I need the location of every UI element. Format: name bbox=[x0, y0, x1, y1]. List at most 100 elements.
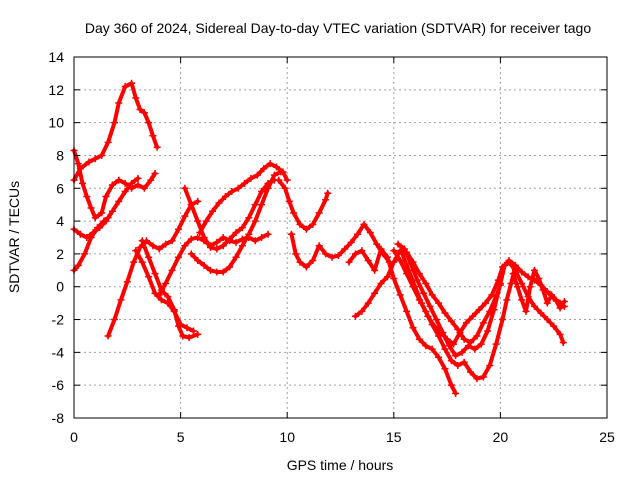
data-point bbox=[475, 306, 483, 314]
data-point bbox=[473, 375, 481, 383]
data-point bbox=[371, 266, 379, 274]
data-point bbox=[194, 256, 202, 264]
data-point bbox=[418, 299, 426, 307]
data-point bbox=[241, 179, 249, 187]
data-point bbox=[145, 253, 153, 261]
y-tick-label: 12 bbox=[48, 82, 64, 98]
data-point bbox=[518, 279, 526, 287]
series-trace-7 bbox=[140, 238, 200, 340]
data-point bbox=[76, 230, 84, 238]
data-point bbox=[170, 306, 178, 314]
data-point bbox=[322, 250, 330, 258]
data-point bbox=[149, 242, 157, 250]
data-point bbox=[328, 253, 336, 261]
data-point bbox=[245, 230, 253, 238]
data-point bbox=[151, 270, 159, 278]
data-point bbox=[360, 220, 368, 228]
data-point bbox=[411, 283, 419, 291]
data-point bbox=[104, 332, 112, 340]
data-point bbox=[505, 258, 513, 266]
y-tick-label: -2 bbox=[52, 312, 65, 328]
data-point bbox=[407, 260, 415, 268]
data-point bbox=[232, 238, 240, 246]
x-tick-label: 0 bbox=[70, 429, 78, 445]
data-point bbox=[531, 302, 539, 310]
data-point bbox=[206, 266, 214, 274]
data-point bbox=[162, 279, 170, 287]
markers-trace-19 bbox=[509, 266, 568, 315]
data-point bbox=[456, 329, 464, 337]
data-point bbox=[543, 316, 551, 324]
data-point bbox=[100, 217, 108, 225]
data-point bbox=[273, 163, 281, 171]
data-point bbox=[400, 245, 408, 253]
data-point bbox=[179, 332, 187, 340]
data-point bbox=[481, 299, 489, 307]
data-point bbox=[228, 188, 236, 196]
data-point bbox=[464, 342, 472, 350]
series-trace-15 bbox=[353, 248, 503, 345]
data-point bbox=[260, 165, 268, 173]
data-point bbox=[232, 253, 240, 261]
data-point bbox=[390, 275, 398, 283]
data-point bbox=[91, 155, 99, 163]
data-point bbox=[234, 184, 242, 192]
data-point bbox=[183, 324, 191, 332]
data-point bbox=[187, 250, 195, 258]
data-point bbox=[522, 307, 530, 315]
data-point bbox=[479, 319, 487, 327]
data-point bbox=[283, 176, 291, 184]
data-point bbox=[396, 256, 404, 264]
data-point bbox=[287, 230, 295, 238]
data-point bbox=[409, 324, 417, 332]
series-trace-2 bbox=[72, 148, 157, 220]
data-point bbox=[181, 184, 189, 192]
data-point bbox=[518, 268, 526, 276]
data-point bbox=[258, 201, 266, 209]
data-point bbox=[251, 201, 259, 209]
axes-layer: 0 5 10 15 20 25 -8 -6 -4 -2 0 2 4 6 8 10 12 14 bbox=[48, 49, 615, 445]
data-point bbox=[275, 176, 283, 184]
data-point bbox=[194, 197, 202, 205]
data-point bbox=[145, 119, 153, 127]
data-point bbox=[358, 247, 366, 255]
data-point bbox=[74, 160, 82, 168]
data-point bbox=[270, 171, 278, 179]
data-point bbox=[279, 168, 287, 176]
data-point bbox=[462, 319, 470, 327]
data-point bbox=[168, 266, 176, 274]
data-point bbox=[194, 330, 202, 338]
markers-trace-11 bbox=[196, 160, 291, 237]
x-tick-label: 10 bbox=[279, 429, 295, 445]
data-point bbox=[507, 279, 515, 287]
series-trace-1 bbox=[72, 81, 160, 183]
data-point bbox=[415, 335, 423, 343]
data-point bbox=[460, 335, 468, 343]
data-point bbox=[452, 352, 460, 360]
data-point bbox=[449, 340, 457, 348]
data-point bbox=[194, 234, 202, 241]
data-point bbox=[377, 245, 385, 253]
data-point bbox=[424, 312, 432, 320]
data-point bbox=[238, 224, 246, 232]
data-point bbox=[390, 258, 398, 266]
data-point bbox=[115, 99, 123, 107]
data-point bbox=[147, 176, 155, 184]
data-point bbox=[202, 217, 210, 225]
data-point bbox=[435, 299, 443, 307]
y-tick-label: 14 bbox=[48, 49, 64, 65]
data-point bbox=[130, 258, 138, 266]
data-point bbox=[98, 151, 106, 159]
data-point bbox=[115, 197, 123, 205]
data-point bbox=[111, 316, 119, 324]
data-point bbox=[151, 170, 159, 178]
data-point bbox=[132, 94, 140, 102]
data-point bbox=[526, 283, 534, 291]
y-tick-label: -4 bbox=[52, 344, 65, 360]
data-point bbox=[441, 365, 449, 373]
data-point bbox=[531, 266, 539, 274]
data-point bbox=[488, 291, 496, 299]
data-point bbox=[74, 261, 82, 269]
grid-layer bbox=[74, 57, 607, 418]
data-point bbox=[206, 243, 214, 251]
